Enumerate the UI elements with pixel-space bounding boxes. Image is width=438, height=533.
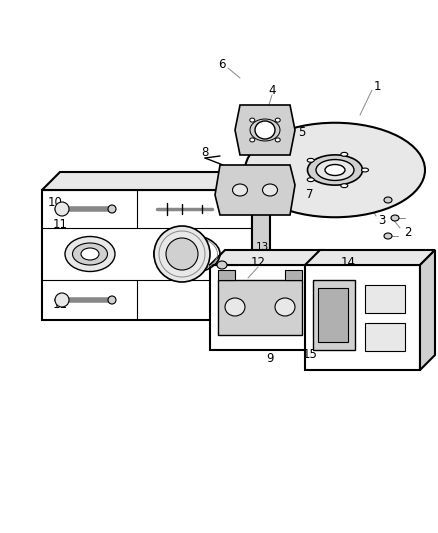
Ellipse shape — [384, 233, 392, 239]
Ellipse shape — [81, 248, 99, 260]
Text: 9: 9 — [266, 351, 274, 365]
Polygon shape — [313, 280, 355, 350]
Circle shape — [154, 226, 210, 282]
Circle shape — [55, 202, 69, 216]
Ellipse shape — [233, 184, 247, 196]
Polygon shape — [285, 270, 302, 280]
Text: 6: 6 — [218, 59, 226, 71]
Text: 11: 11 — [53, 217, 67, 230]
Bar — [42, 190, 252, 320]
Text: 12: 12 — [251, 255, 265, 269]
Ellipse shape — [341, 184, 348, 188]
Polygon shape — [252, 172, 270, 320]
Text: 5: 5 — [298, 125, 306, 139]
Ellipse shape — [307, 155, 363, 185]
Polygon shape — [310, 250, 325, 350]
Ellipse shape — [307, 158, 314, 162]
Ellipse shape — [255, 121, 275, 139]
Polygon shape — [235, 105, 295, 155]
Text: 4: 4 — [268, 84, 276, 96]
Text: 7: 7 — [306, 189, 314, 201]
Text: 2: 2 — [404, 225, 412, 238]
Polygon shape — [215, 165, 295, 215]
Bar — [210, 265, 310, 350]
Circle shape — [166, 238, 198, 270]
Polygon shape — [218, 270, 235, 280]
Ellipse shape — [65, 237, 115, 271]
Text: 11: 11 — [53, 297, 67, 311]
Ellipse shape — [307, 178, 314, 182]
Ellipse shape — [361, 168, 368, 172]
Ellipse shape — [245, 123, 425, 217]
Polygon shape — [318, 288, 348, 342]
Polygon shape — [42, 172, 270, 190]
Text: 13: 13 — [255, 242, 268, 252]
Polygon shape — [218, 280, 302, 335]
Polygon shape — [305, 250, 435, 265]
Circle shape — [55, 293, 69, 307]
Circle shape — [108, 296, 116, 304]
Ellipse shape — [250, 118, 255, 122]
Ellipse shape — [225, 298, 245, 316]
Polygon shape — [210, 250, 325, 265]
Text: 1: 1 — [373, 80, 381, 93]
Polygon shape — [365, 285, 405, 313]
Text: 10: 10 — [48, 197, 63, 209]
Ellipse shape — [250, 138, 255, 142]
Ellipse shape — [341, 152, 348, 156]
Ellipse shape — [275, 138, 280, 142]
Ellipse shape — [275, 118, 280, 122]
Text: 3: 3 — [378, 214, 386, 227]
Text: 14: 14 — [340, 255, 356, 269]
Text: 15: 15 — [303, 349, 318, 361]
Ellipse shape — [316, 159, 354, 181]
Circle shape — [108, 205, 116, 213]
Text: 8: 8 — [201, 147, 208, 159]
Ellipse shape — [275, 298, 295, 316]
Bar — [305, 265, 420, 370]
Ellipse shape — [391, 215, 399, 221]
Polygon shape — [365, 323, 405, 351]
Ellipse shape — [262, 184, 278, 196]
Ellipse shape — [73, 243, 107, 265]
Ellipse shape — [325, 165, 345, 175]
Ellipse shape — [384, 197, 392, 203]
Ellipse shape — [217, 261, 227, 269]
Polygon shape — [420, 250, 435, 370]
